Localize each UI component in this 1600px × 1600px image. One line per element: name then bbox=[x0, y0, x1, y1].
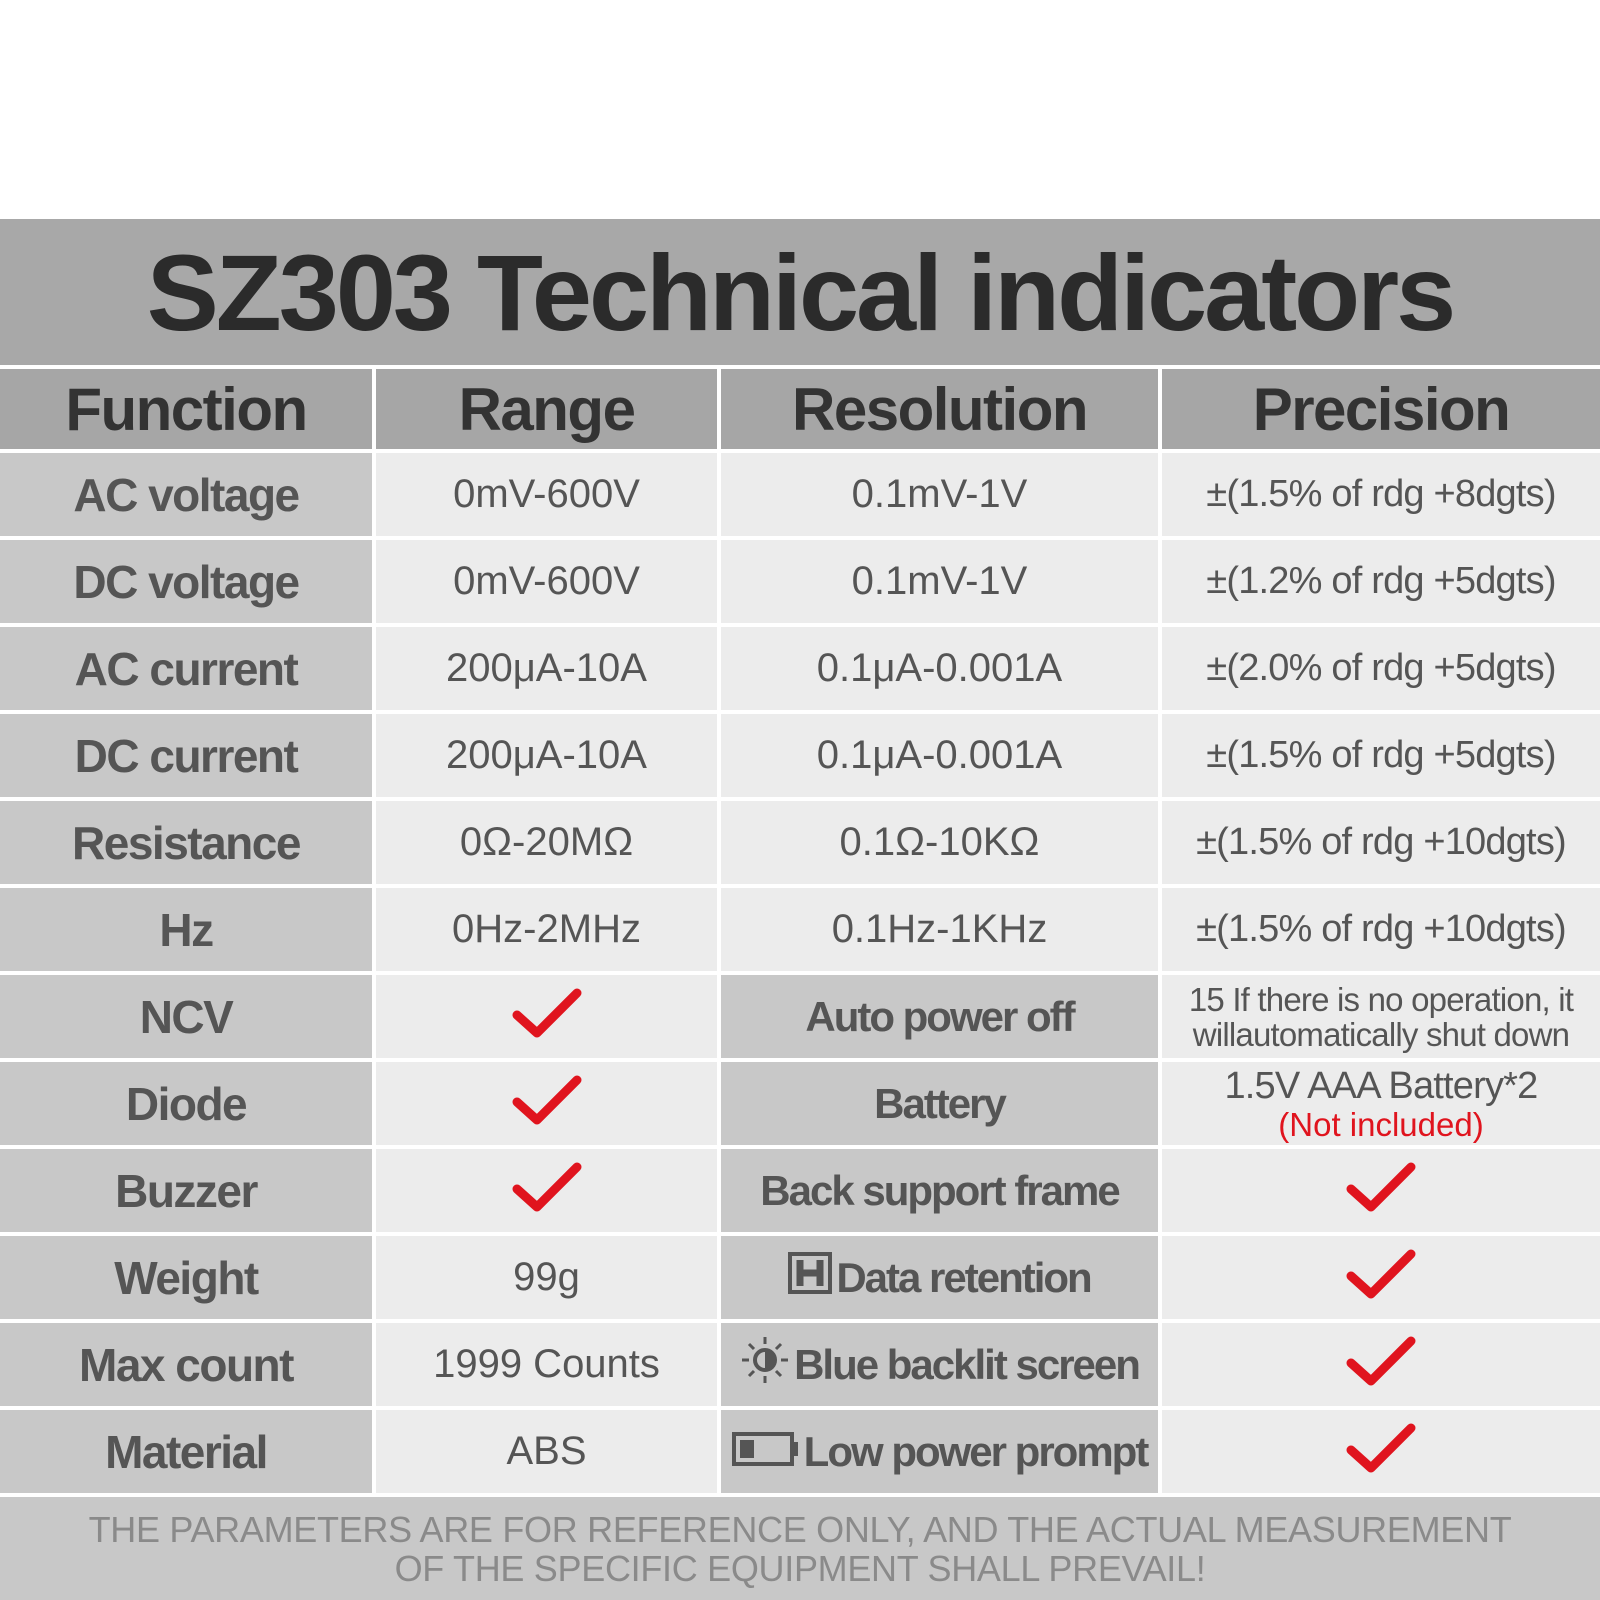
check-icon bbox=[1345, 1420, 1417, 1484]
feature-cell: Low power prompt bbox=[721, 1410, 1158, 1493]
detail-line: willautomatically shut down bbox=[1192, 1015, 1570, 1053]
feature-label: Blue backlit screen bbox=[794, 1340, 1141, 1388]
feature-cell: Auto power off bbox=[721, 975, 1158, 1058]
feature-icon bbox=[740, 1335, 790, 1395]
function-cell: Resistance bbox=[0, 801, 372, 884]
disclaimer: THE PARAMETERS ARE FOR REFERENCE ONLY, A… bbox=[88, 1508, 1512, 1589]
value-cell: ±(1.2% of rdg +5dgts) bbox=[1162, 540, 1600, 623]
value-cell: 0Ω-20MΩ bbox=[376, 801, 717, 884]
detail-note: (Not included) bbox=[1278, 1106, 1484, 1143]
function-cell: AC voltage bbox=[0, 453, 372, 536]
detail-cell bbox=[1162, 1149, 1600, 1232]
function-cell: Hz bbox=[0, 888, 372, 971]
value-cell: 0.1mV-1V bbox=[721, 453, 1158, 536]
value-cell: 1999 Counts bbox=[376, 1323, 717, 1406]
value-cell: ±(2.0% of rdg +5dgts) bbox=[1162, 627, 1600, 710]
detail-cell bbox=[1162, 1236, 1600, 1319]
check-icon bbox=[1345, 1246, 1417, 1310]
value-cell: 0.1mV-1V bbox=[721, 540, 1158, 623]
value-cell: ABS bbox=[376, 1410, 717, 1493]
value-cell bbox=[376, 975, 717, 1058]
check-icon bbox=[511, 1159, 583, 1223]
feature-cell: Data retention bbox=[721, 1236, 1158, 1319]
function-cell: Diode bbox=[0, 1062, 372, 1145]
feature-icon bbox=[788, 1251, 833, 1304]
value-cell: 200μA-10A bbox=[376, 714, 717, 797]
value-cell bbox=[376, 1062, 717, 1145]
value-cell: 0.1μA-0.001A bbox=[721, 627, 1158, 710]
detail-cell bbox=[1162, 1323, 1600, 1406]
detail-cell: 1.5V AAA Battery*2 (Not included) bbox=[1162, 1062, 1600, 1145]
function-cell: Max count bbox=[0, 1323, 372, 1406]
detail-line: 1.5V AAA Battery*2 bbox=[1224, 1065, 1538, 1107]
value-cell: 0.1Ω-10KΩ bbox=[721, 801, 1158, 884]
feature-label: Data retention bbox=[836, 1253, 1092, 1301]
feature-cell: Battery bbox=[721, 1062, 1158, 1145]
value-cell: 0Hz-2MHz bbox=[376, 888, 717, 971]
value-cell: ±(1.5% of rdg +10dgts) bbox=[1162, 888, 1600, 971]
check-icon bbox=[1345, 1159, 1417, 1223]
value-cell bbox=[376, 1149, 717, 1232]
value-cell: ±(1.5% of rdg +5dgts) bbox=[1162, 714, 1600, 797]
feature-label: Low power prompt bbox=[803, 1427, 1150, 1475]
feature-label: Battery bbox=[874, 1079, 1007, 1127]
value-cell: 0.1Hz-1KHz bbox=[721, 888, 1158, 971]
function-cell: AC current bbox=[0, 627, 372, 710]
feature-icon bbox=[731, 1428, 800, 1476]
header-cell: Resolution bbox=[721, 369, 1158, 449]
function-cell: Buzzer bbox=[0, 1149, 372, 1232]
function-cell: DC voltage bbox=[0, 540, 372, 623]
value-cell: ±(1.5% of rdg +8dgts) bbox=[1162, 453, 1600, 536]
function-cell: NCV bbox=[0, 975, 372, 1058]
value-cell: 0mV-600V bbox=[376, 540, 717, 623]
feature-cell: Back support frame bbox=[721, 1149, 1158, 1232]
header-cell: Function bbox=[0, 369, 372, 449]
check-icon bbox=[511, 1072, 583, 1136]
detail-line: 15 If there is no operation, it bbox=[1188, 980, 1574, 1018]
function-cell: DC current bbox=[0, 714, 372, 797]
value-cell: 0.1μA-0.001A bbox=[721, 714, 1158, 797]
check-icon bbox=[1345, 1333, 1417, 1397]
feature-label: Auto power off bbox=[805, 992, 1075, 1040]
value-cell: 200μA-10A bbox=[376, 627, 717, 710]
detail-cell: 15 If there is no operation, it willautom… bbox=[1162, 975, 1600, 1058]
feature-cell: Blue backlit screen bbox=[721, 1323, 1158, 1406]
function-cell: Material bbox=[0, 1410, 372, 1493]
footer: THE PARAMETERS ARE FOR REFERENCE ONLY, A… bbox=[0, 1497, 1600, 1600]
value-cell: 0mV-600V bbox=[376, 453, 717, 536]
function-cell: Weight bbox=[0, 1236, 372, 1319]
detail-cell bbox=[1162, 1410, 1600, 1493]
check-icon bbox=[511, 985, 583, 1049]
spec-table: Function Range Resolution Precision AC volta… bbox=[0, 369, 1600, 1493]
header-cell: Precision bbox=[1162, 369, 1600, 449]
header-cell: Range bbox=[376, 369, 717, 449]
feature-label: Back support frame bbox=[760, 1166, 1120, 1214]
title: SZ303 Technical indicators bbox=[0, 219, 1600, 365]
value-cell: 99g bbox=[376, 1236, 717, 1319]
value-cell: ±(1.5% of rdg +10dgts) bbox=[1162, 801, 1600, 884]
